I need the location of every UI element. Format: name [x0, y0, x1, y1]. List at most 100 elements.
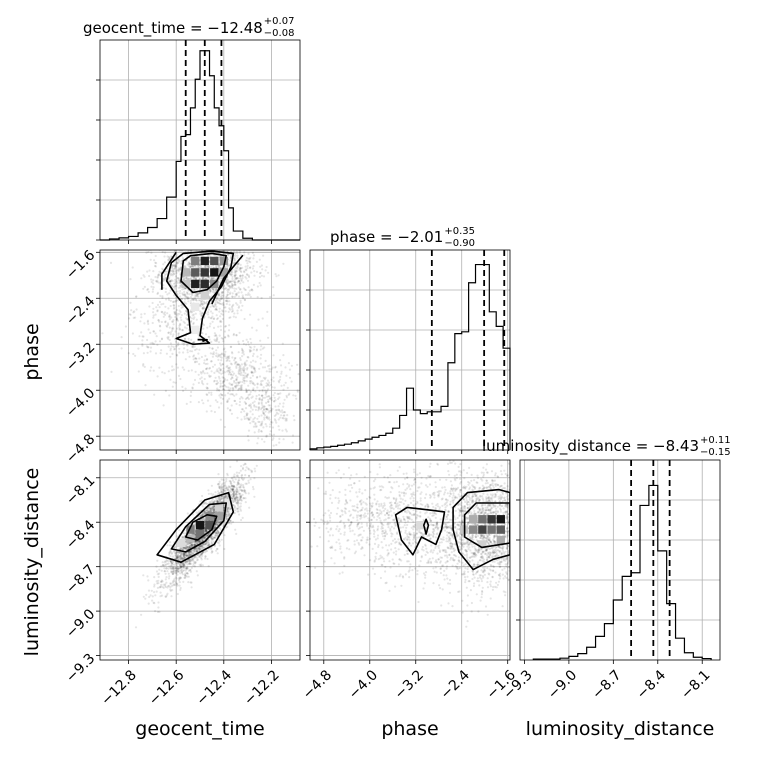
sample-point — [171, 269, 174, 272]
sample-point — [181, 564, 184, 568]
sample-point — [188, 546, 191, 550]
sample-point — [236, 292, 239, 295]
sample-point — [235, 491, 238, 494]
sample-point — [150, 278, 153, 281]
sample-point — [196, 242, 198, 244]
sample-point — [178, 551, 181, 555]
sample-point — [200, 563, 203, 566]
sample-point — [260, 401, 263, 404]
sample-point — [223, 336, 227, 339]
sample-point — [165, 581, 168, 584]
sample-point — [195, 318, 198, 321]
sample-point — [243, 369, 246, 372]
sample-point — [177, 258, 180, 261]
sample-point — [193, 565, 196, 568]
sample-point — [147, 589, 151, 592]
sample-point — [188, 355, 191, 358]
sample-point — [247, 397, 250, 401]
sample-point — [180, 297, 183, 301]
sample-point — [179, 576, 182, 579]
sample-point — [243, 362, 246, 365]
sample-point — [181, 328, 184, 332]
sample-point — [191, 542, 194, 545]
sample-point — [230, 247, 232, 249]
sample-point — [169, 280, 172, 283]
sample-point — [201, 307, 204, 310]
sample-point — [195, 348, 198, 351]
sample-point — [219, 386, 222, 389]
sample-point — [224, 235, 226, 237]
sample-point — [196, 292, 199, 295]
sample-point — [174, 569, 177, 573]
sample-point — [249, 422, 252, 425]
sample-point — [227, 507, 230, 510]
sample-point — [174, 580, 177, 583]
sample-point — [175, 563, 179, 566]
sample-point — [198, 539, 201, 542]
sample-point — [195, 299, 198, 302]
sample-point — [181, 329, 184, 332]
sample-point — [234, 266, 237, 269]
sample-point — [301, 422, 303, 424]
sample-point — [186, 554, 190, 557]
sample-point — [180, 566, 183, 569]
sample-point — [200, 513, 203, 517]
sample-point — [165, 576, 168, 579]
sample-point — [186, 351, 189, 354]
sample-point — [241, 408, 244, 411]
sample-point — [208, 325, 211, 328]
sample-point — [182, 277, 185, 281]
sample-point — [223, 379, 226, 382]
sample-point — [219, 298, 222, 301]
sample-point — [217, 497, 220, 500]
sample-point — [187, 297, 191, 300]
sample-point — [258, 281, 261, 285]
sample-point — [194, 556, 197, 559]
sample-point — [186, 297, 189, 300]
sample-point — [231, 376, 234, 380]
sample-point — [269, 397, 272, 400]
sample-point — [225, 244, 227, 246]
sample-point — [223, 330, 227, 333]
sample-point — [190, 237, 192, 239]
histogram-phase — [309, 263, 511, 450]
sample-point — [238, 479, 241, 482]
sample-point — [230, 273, 233, 276]
sample-point — [169, 559, 172, 562]
sample-point — [237, 295, 241, 298]
sample-point — [233, 489, 236, 492]
sample-point — [218, 500, 221, 503]
sample-point — [243, 363, 246, 366]
sample-point — [235, 496, 238, 499]
sample-point — [273, 391, 276, 395]
sample-point — [196, 287, 199, 290]
sample-point — [183, 326, 187, 329]
sample-point — [215, 338, 218, 341]
sample-point — [241, 351, 244, 355]
sample-point — [249, 416, 252, 419]
sample-point — [235, 379, 238, 382]
sample-point — [302, 392, 304, 394]
sample-point — [218, 486, 221, 489]
sample-point — [245, 414, 248, 417]
sample-point — [235, 382, 238, 385]
sample-point — [221, 490, 224, 494]
sample-point — [189, 568, 192, 572]
sample-point — [188, 560, 191, 563]
sample-point — [221, 394, 224, 397]
sample-point — [169, 550, 172, 553]
sample-point — [226, 515, 229, 518]
sample-point — [221, 245, 223, 247]
sample-point — [204, 333, 208, 336]
sample-point — [196, 548, 199, 551]
sample-point — [245, 466, 248, 469]
sample-point — [223, 489, 226, 492]
sample-point — [255, 349, 258, 352]
sample-point — [216, 368, 219, 371]
sample-point — [243, 415, 246, 418]
sample-point — [244, 246, 246, 248]
sample-point — [182, 563, 185, 567]
sample-point — [134, 316, 137, 319]
sample-point — [198, 555, 201, 558]
sample-point — [153, 583, 156, 586]
